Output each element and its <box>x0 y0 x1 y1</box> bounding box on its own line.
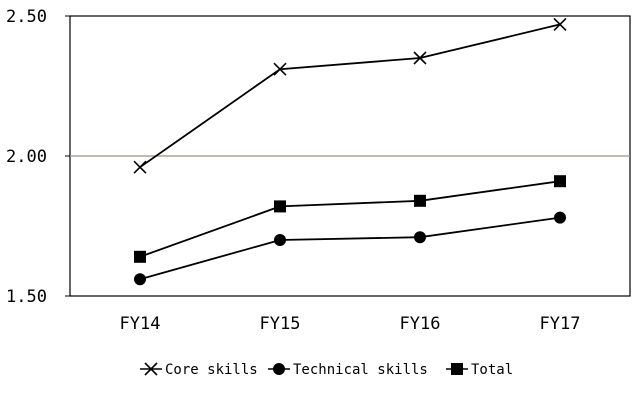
point-marker-circle <box>274 234 286 246</box>
y-tick-label: 2.50 <box>6 7 47 27</box>
point-marker-circle <box>414 231 426 244</box>
point-marker-x <box>273 62 287 76</box>
y-tick-label: 1.50 <box>6 287 47 307</box>
point-marker-x <box>133 160 147 174</box>
point-marker-x <box>553 17 567 31</box>
x-tick-label: FY15 <box>260 314 301 334</box>
series-group <box>133 17 567 286</box>
legend-label: Technical skills <box>293 362 428 378</box>
point-marker-square <box>274 200 286 213</box>
series-core-skills <box>133 17 567 174</box>
point-marker-x <box>413 51 427 65</box>
y-axis-ticks: 1.50 2.00 2.50 <box>6 7 70 307</box>
x-tick-label: FY16 <box>400 314 441 334</box>
y-tick-label: 2.00 <box>6 147 47 167</box>
point-marker-circle <box>273 363 285 375</box>
point-marker-circle <box>554 211 566 224</box>
point-marker-square <box>414 194 426 207</box>
point-marker-square <box>451 363 463 375</box>
point-marker-square <box>134 250 146 263</box>
legend-label: Core skills <box>165 362 258 378</box>
series-line <box>139 216 561 281</box>
legend-item: Technical skills <box>268 362 428 378</box>
x-tick-label: FY14 <box>120 314 161 334</box>
legend-item: Total <box>446 362 513 378</box>
legend-item: Core skills <box>140 362 258 378</box>
legend-label: Total <box>471 362 513 378</box>
series-technical-skills <box>134 211 566 286</box>
point-marker-x <box>144 362 158 376</box>
series-total <box>134 175 566 263</box>
point-marker-square <box>554 175 566 188</box>
series-line <box>139 23 561 168</box>
point-marker-circle <box>134 273 146 286</box>
x-tick-label: FY17 <box>540 314 581 334</box>
x-axis-ticks: FY14 FY15 FY16 FY17 <box>120 314 581 334</box>
series-line <box>139 180 561 258</box>
legend: Core skills Technical skills Total <box>140 362 513 378</box>
